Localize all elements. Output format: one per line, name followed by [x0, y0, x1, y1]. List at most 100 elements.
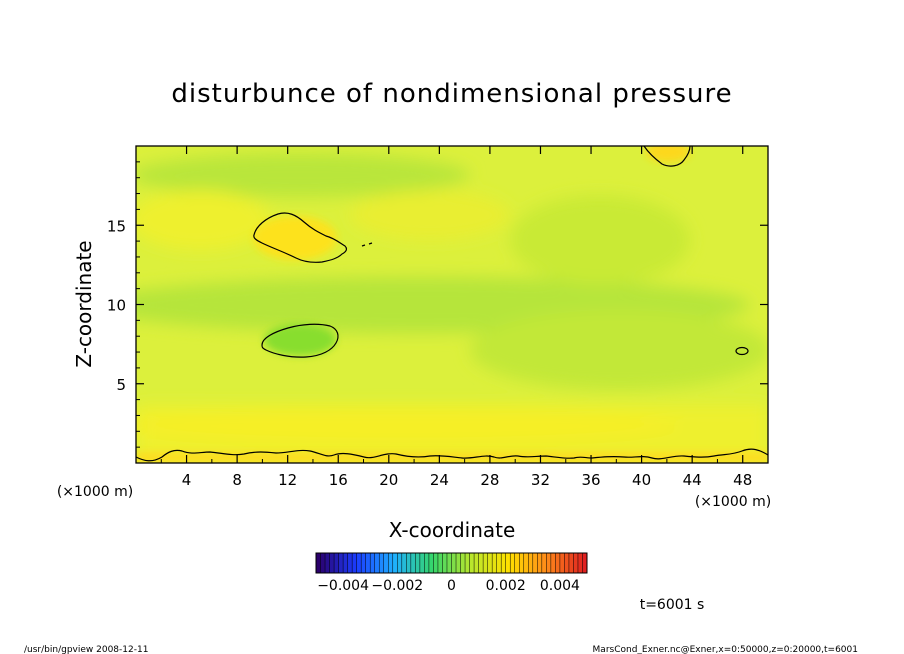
colorbar-swatch [352, 553, 358, 573]
x-tick-label: 8 [232, 471, 242, 489]
x-tick-label: 48 [733, 471, 752, 489]
chart-title: disturbunce of nondimensional pressure [171, 79, 732, 109]
x-tick-label: 20 [379, 471, 398, 489]
field-yellow-lower [136, 407, 680, 443]
colorbar-swatch [456, 553, 462, 573]
colorbar-tick-label: 0.004 [540, 578, 580, 594]
contour-fragment-1 [361, 244, 366, 247]
colorbar-swatch [437, 553, 443, 573]
colorbar-swatch [329, 553, 335, 573]
x-tick-label: 16 [329, 471, 348, 489]
colorbar-swatch [523, 553, 529, 573]
colorbar-tick-label: −0.002 [371, 578, 423, 594]
colorbar-swatch [428, 553, 434, 573]
colorbar-swatch [487, 553, 493, 573]
colorbar-swatch [514, 553, 520, 573]
field-band-top-right [510, 195, 690, 285]
colorbar-swatch [496, 553, 502, 573]
x-tick-label: 40 [632, 471, 651, 489]
colorbar-labels: −0.004 −0.002 0 0.002 0.004 [317, 578, 580, 594]
colorbar-swatch [582, 553, 588, 573]
colorbar-swatch [474, 553, 480, 573]
colorbar-swatch [370, 553, 376, 573]
y-axis-label: Z-coordinate [72, 240, 96, 367]
colorbar-swatch [401, 553, 407, 573]
small-contour-right [735, 346, 749, 356]
colorbar-tick-label: 0.002 [486, 578, 526, 594]
colorbar-swatch [460, 553, 466, 573]
colorbar-swatch [338, 553, 344, 573]
field-yellow-left [136, 190, 270, 250]
footer-left: /usr/bin/gpview 2008-12-11 [24, 645, 148, 654]
x-tick-label: 28 [480, 471, 499, 489]
colorbar-swatch [320, 553, 326, 573]
colorbar-swatch [392, 553, 398, 573]
colorbar-swatch [469, 553, 475, 573]
positive-contour-top-right [643, 146, 691, 167]
x-tick-label: 4 [182, 471, 192, 489]
colorbar-swatch [406, 553, 412, 573]
x-tick-label: 24 [430, 471, 449, 489]
y-tick-label: 15 [107, 217, 126, 235]
colorbar-swatch [573, 553, 579, 573]
colorbar-swatch [541, 553, 547, 573]
y-tick-label: 5 [116, 376, 126, 394]
colorbar-swatch [451, 553, 457, 573]
colorbar-swatch [555, 553, 561, 573]
colorbar-swatch [379, 553, 385, 573]
colorbar-swatch [365, 553, 371, 573]
colorbar-swatch [383, 553, 389, 573]
colorbar-swatch [532, 553, 538, 573]
field-band-upper [136, 153, 470, 197]
x-tick-label: 44 [683, 471, 702, 489]
heatmap-field [136, 146, 768, 463]
colorbar-swatch [465, 553, 471, 573]
y-tick-label: 10 [107, 297, 126, 315]
colorbar-swatch [501, 553, 507, 573]
colorbar-swatch [505, 553, 511, 573]
colorbar-swatch [397, 553, 403, 573]
y-axis-ticks: 5 10 15 [107, 161, 768, 448]
colorbar-swatch [546, 553, 552, 573]
x-unit-left: (×1000 m) [57, 484, 133, 500]
positive-contour-upper-left [253, 212, 348, 263]
colorbar-swatch [537, 553, 543, 573]
colorbar-swatch [446, 553, 452, 573]
colorbar-swatch [388, 553, 394, 573]
colorbar-swatch [415, 553, 421, 573]
colorbar-frame [315, 552, 588, 574]
colorbar-swatch [564, 553, 570, 573]
positive-blob-fill [253, 216, 337, 260]
colorbar-swatch [325, 553, 331, 573]
contour-fragment-2 [368, 242, 373, 245]
x-tick-label: 12 [278, 471, 297, 489]
colorbar-swatch [478, 553, 484, 573]
colorbar-swatch [424, 553, 430, 573]
time-annotation: t=6001 s [640, 597, 705, 613]
negative-blob-fill [264, 324, 336, 356]
colorbar-swatch [568, 553, 574, 573]
colorbar-swatch [559, 553, 565, 573]
x-tick-label: 32 [531, 471, 550, 489]
field-yellow-center [350, 190, 510, 240]
colorbar-swatch [510, 553, 516, 573]
colorbar-swatch [374, 553, 380, 573]
colorbar-swatch [347, 553, 353, 573]
colorbar-swatch [419, 553, 425, 573]
colorbar-swatch [492, 553, 498, 573]
colorbar-swatch [410, 553, 416, 573]
x-axis-ticks: 4 8 12 16 20 24 28 32 36 40 44 48 [160, 146, 752, 489]
colorbar-swatch [433, 553, 439, 573]
footer-right: MarsCond_Exner.nc@Exner,x=0:50000,z=0:20… [593, 645, 858, 654]
colorbar-swatch [361, 553, 367, 573]
colorbar-swatch [356, 553, 362, 573]
colorbar-swatch [577, 553, 583, 573]
colorbar-swatch [442, 553, 448, 573]
colorbar-swatch [316, 553, 322, 573]
colorbar [315, 553, 588, 573]
colorbar-swatch [550, 553, 556, 573]
top-right-blob-fill [646, 146, 690, 162]
colorbar-tick-label: 0 [447, 578, 456, 594]
x-tick-label: 36 [581, 471, 600, 489]
